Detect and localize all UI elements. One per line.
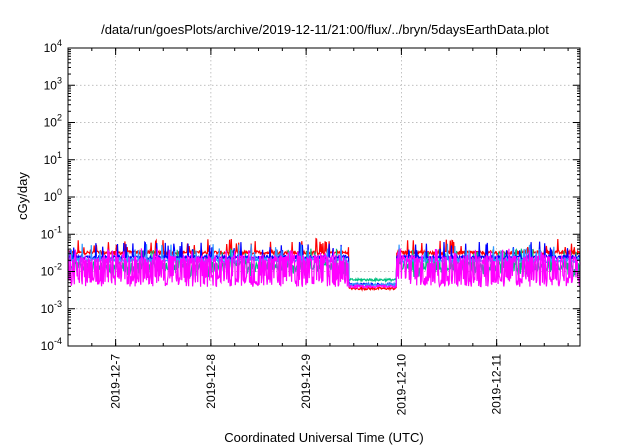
x-tick-label: 2019-12-9: [299, 354, 313, 409]
y-tick-label: 100: [44, 187, 62, 204]
y-tick-label: 101: [44, 150, 62, 167]
y-tick-label: 10-2: [41, 262, 62, 279]
y-tick-label: 104: [44, 38, 62, 55]
grid: [68, 48, 580, 346]
x-axis-label: Coordinated Universal Time (UTC): [224, 430, 423, 445]
series-lines: [67, 237, 581, 292]
x-tick-label: 2019-12-7: [109, 354, 123, 409]
x-tick-label: 2019-12-10: [394, 354, 408, 416]
y-tick-label: 10-3: [41, 299, 62, 316]
series-line: [67, 248, 581, 290]
y-tick-label: 103: [44, 75, 62, 92]
axis-ticks: 104 103 102 101 100 10-1 10-2 10-3 10-4 2019-12-7…: [41, 38, 580, 415]
x-tick-label: 2019-12-8: [204, 354, 218, 409]
y-tick-label: 102: [44, 113, 62, 130]
y-tick-label: 10-4: [41, 336, 62, 353]
y-tick-label: 10-1: [41, 224, 62, 241]
chart-title: /data/run/goesPlots/archive/2019-12-11/2…: [101, 22, 549, 37]
x-tick-label: 2019-12-11: [490, 354, 504, 415]
y-axis-label: cGy/day: [15, 172, 30, 220]
